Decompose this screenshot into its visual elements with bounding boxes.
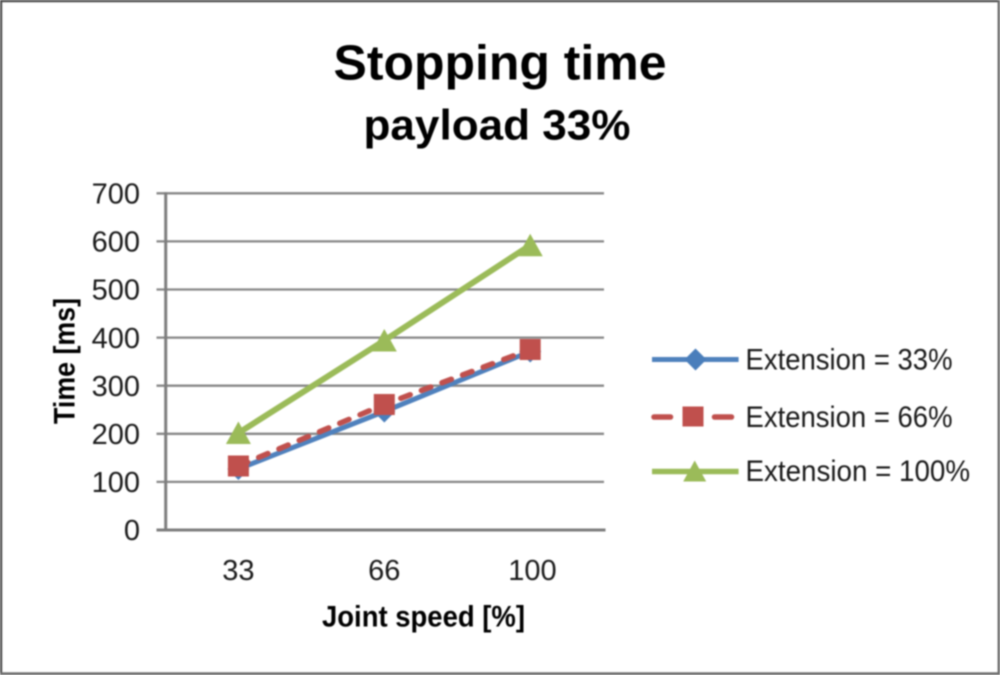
svg-text:Joint speed [%]: Joint speed [%] xyxy=(322,600,525,633)
svg-text:600: 600 xyxy=(92,227,140,259)
svg-text:100: 100 xyxy=(508,555,556,587)
svg-text:Time [ms]: Time [ms] xyxy=(49,298,82,424)
svg-text:700: 700 xyxy=(92,179,140,211)
svg-text:Extension = 33%: Extension = 33% xyxy=(746,344,953,377)
svg-text:Extension = 66%: Extension = 66% xyxy=(746,401,953,434)
svg-text:Stopping time: Stopping time xyxy=(334,37,667,91)
svg-text:0: 0 xyxy=(124,515,140,547)
svg-text:300: 300 xyxy=(92,371,140,403)
svg-text:400: 400 xyxy=(92,323,140,355)
svg-text:payload 33%: payload 33% xyxy=(364,102,631,150)
svg-text:500: 500 xyxy=(92,275,140,307)
svg-text:66: 66 xyxy=(368,555,400,587)
svg-text:200: 200 xyxy=(92,419,140,451)
svg-text:Extension = 100%: Extension = 100% xyxy=(746,455,971,488)
svg-text:33: 33 xyxy=(222,555,254,587)
svg-text:100: 100 xyxy=(92,467,140,499)
